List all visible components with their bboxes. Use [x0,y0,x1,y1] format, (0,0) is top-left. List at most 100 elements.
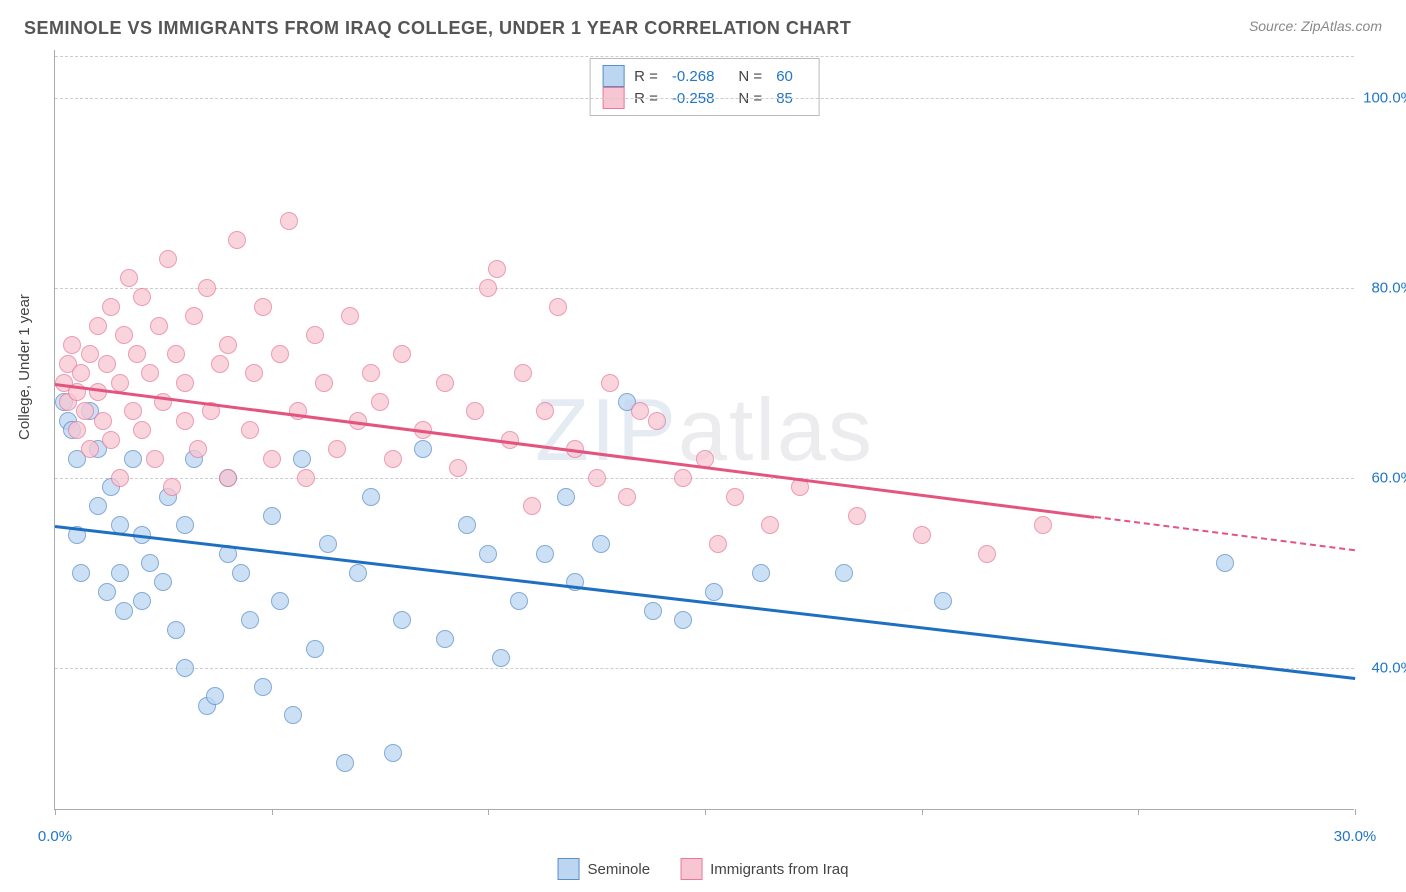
data-point [232,564,250,582]
data-point [81,345,99,363]
data-point [72,364,90,382]
legend-row: R = -0.268 N = 60 [602,65,807,87]
data-point [479,545,497,563]
correlation-legend: R =-0.268N =60R =-0.258N =85 [589,58,820,116]
gridline [55,98,1354,99]
data-point [549,298,567,316]
data-point [111,374,129,392]
data-point [176,516,194,534]
y-tick-label: 80.0% [1371,279,1406,296]
data-point [592,535,610,553]
x-tick-label: 0.0% [38,828,72,845]
data-point [189,440,207,458]
data-point [219,469,237,487]
data-point [111,564,129,582]
data-point [674,611,692,629]
x-tick [272,809,273,815]
data-point [72,564,90,582]
data-point [488,260,506,278]
data-point [436,630,454,648]
chart-header: SEMINOLE VS IMMIGRANTS FROM IRAQ COLLEGE… [0,0,1406,47]
data-point [271,345,289,363]
data-point [536,545,554,563]
data-point [111,469,129,487]
legend-label: Immigrants from Iraq [710,861,848,878]
data-point [393,345,411,363]
data-point [241,611,259,629]
legend-swatch [558,858,580,880]
data-point [293,450,311,468]
data-point [393,611,411,629]
data-point [523,497,541,515]
n-value: 60 [776,68,793,85]
data-point [254,298,272,316]
data-point [479,279,497,297]
data-point [349,564,367,582]
data-point [124,402,142,420]
data-point [141,554,159,572]
data-point [726,488,744,506]
data-point [934,592,952,610]
data-point [492,649,510,667]
data-point [154,573,172,591]
data-point [133,421,151,439]
data-point [150,317,168,335]
data-point [306,640,324,658]
legend-swatch [602,65,624,87]
data-point [280,212,298,230]
data-point [219,336,237,354]
data-point [458,516,476,534]
data-point [978,545,996,563]
data-point [618,488,636,506]
data-point [159,250,177,268]
data-point [146,450,164,468]
data-point [120,269,138,287]
legend-item: Immigrants from Iraq [680,858,848,880]
data-point [94,412,112,430]
data-point [466,402,484,420]
data-point [436,374,454,392]
data-point [68,421,86,439]
scatter-chart: ZIPatlas R =-0.268N =60R =-0.258N =85 40… [54,50,1354,810]
gridline [55,668,1354,669]
data-point [81,440,99,458]
data-point [176,659,194,677]
y-axis-label: College, Under 1 year [16,294,33,440]
r-label: R = [634,68,658,85]
data-point [228,231,246,249]
data-point [1216,554,1234,572]
legend-item: Seminole [558,858,651,880]
data-point [98,355,116,373]
data-point [341,307,359,325]
data-point [254,678,272,696]
trend-line [1095,516,1355,551]
series-legend: Seminole Immigrants from Iraq [558,858,849,880]
data-point [384,744,402,762]
gridline [55,56,1354,57]
data-point [198,279,216,297]
data-point [835,564,853,582]
data-point [319,535,337,553]
data-point [631,402,649,420]
data-point [588,469,606,487]
data-point [102,431,120,449]
data-point [306,326,324,344]
data-point [848,507,866,525]
data-point [328,440,346,458]
data-point [167,621,185,639]
data-point [176,374,194,392]
gridline [55,478,1354,479]
x-tick-label: 30.0% [1334,828,1377,845]
data-point [297,469,315,487]
data-point [89,317,107,335]
r-value: -0.268 [672,68,715,85]
x-tick [1138,809,1139,815]
legend-swatch [680,858,702,880]
data-point [362,488,380,506]
data-point [371,393,389,411]
trend-line [55,525,1355,680]
data-point [414,440,432,458]
data-point [263,507,281,525]
n-label: N = [738,68,762,85]
data-point [510,592,528,610]
